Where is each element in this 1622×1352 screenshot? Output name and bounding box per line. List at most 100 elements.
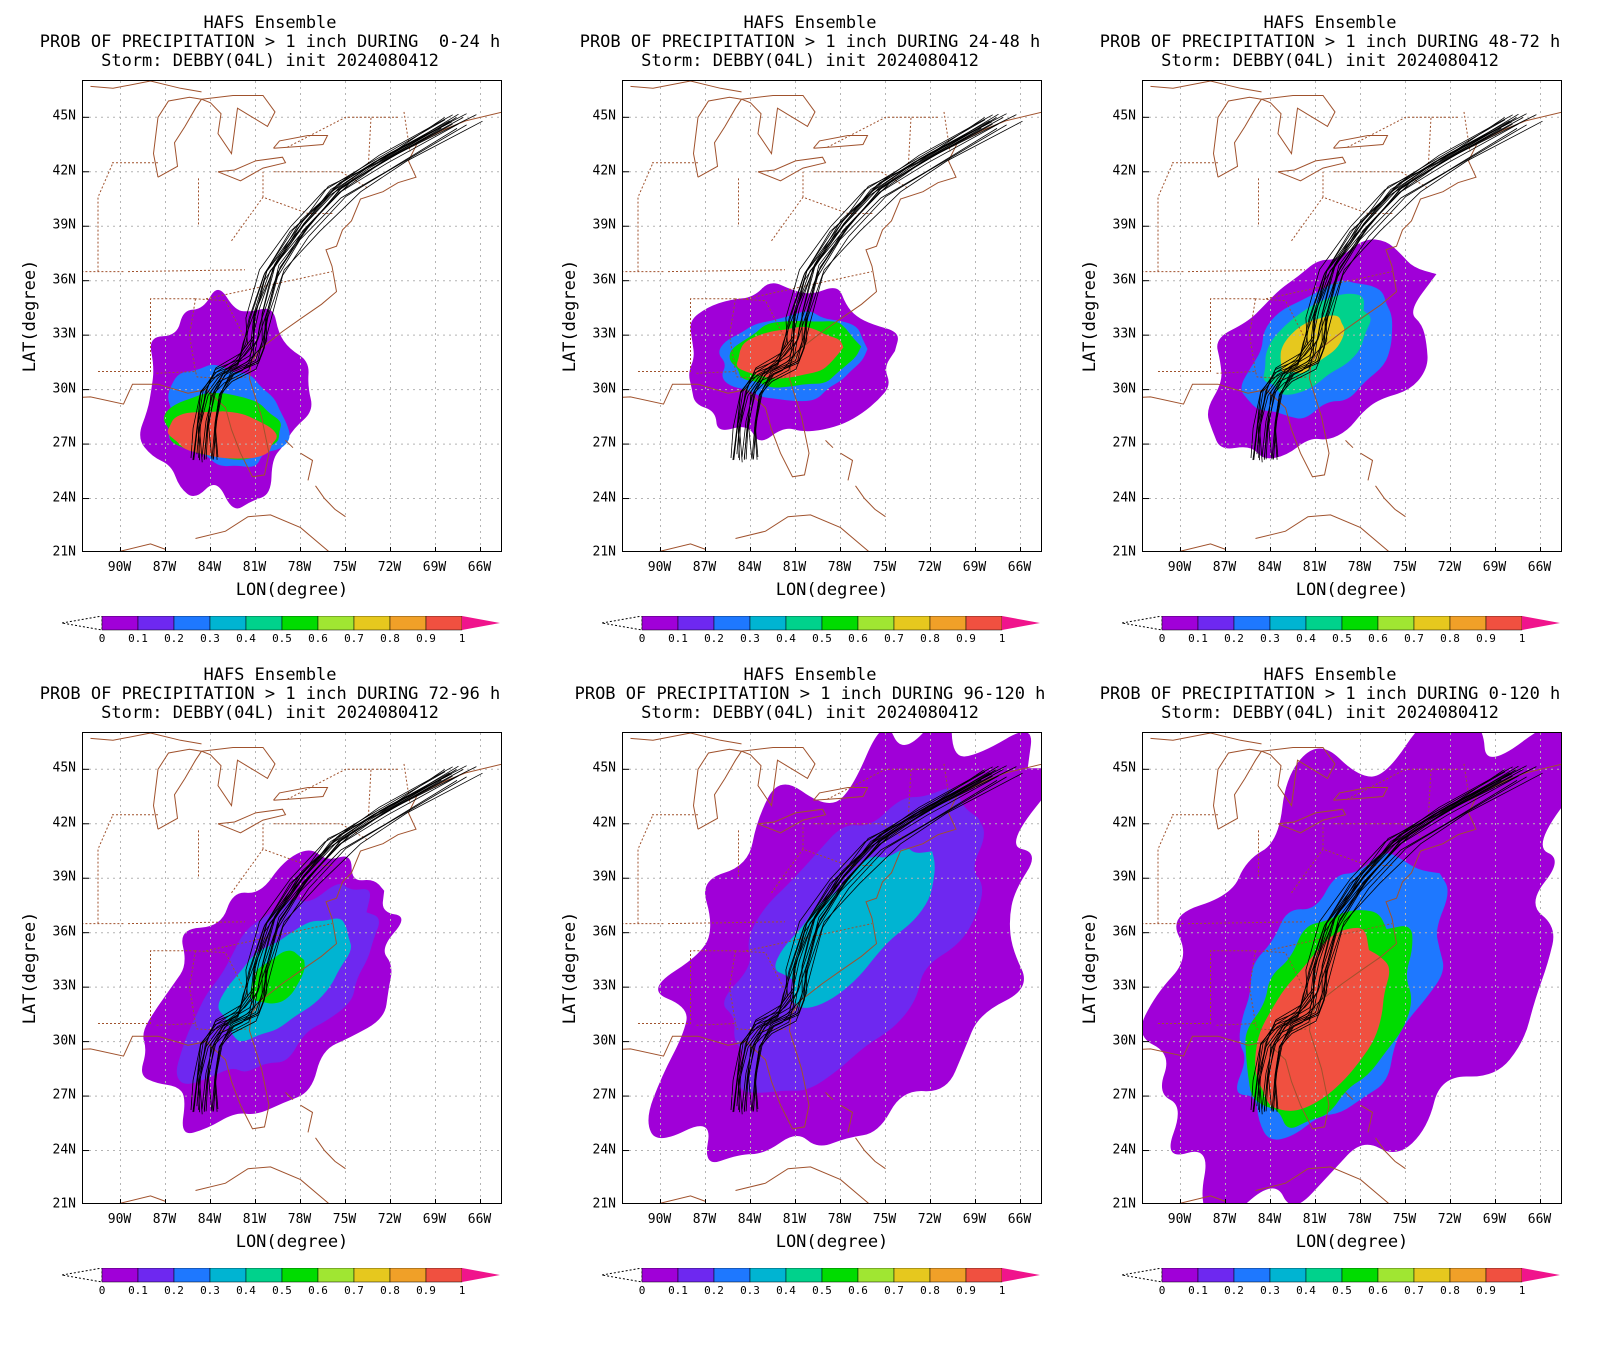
coastline	[273, 787, 329, 801]
panel-title2: PROB OF PRECIPITATION > 1 inch DURING 24…	[579, 32, 1041, 52]
lat-tick-label: 36N	[592, 272, 616, 288]
colorbar-segment	[173, 616, 211, 631]
panel-title1: HAFS Ensemble	[1263, 13, 1397, 33]
lat-tick-label: 42N	[1112, 815, 1136, 831]
ensemble-track	[1265, 120, 1543, 460]
panel-titles: HAFS Ensemble PROB OF PRECIPITATION > 1 i…	[540, 666, 1080, 723]
map-panel-24-48: HAFS Ensemble PROB OF PRECIPITATION > 1 i…	[540, 0, 1080, 676]
colorbar-under-arrow	[1122, 616, 1163, 631]
lon-tick-label: 84W	[1257, 1212, 1282, 1227]
lon-tick-label: 81W	[242, 560, 267, 575]
state-border	[1333, 823, 1429, 841]
colorbar-label: 0.6	[848, 632, 868, 645]
map-area	[622, 732, 1042, 1204]
ensemble-track	[1259, 780, 1518, 1115]
ensemble-track	[205, 772, 483, 1112]
coastline	[315, 1137, 346, 1170]
state-border	[127, 921, 246, 925]
lon-tick-label: 75W	[872, 1212, 897, 1227]
state-border	[1345, 768, 1458, 801]
colorbar-segment	[821, 616, 859, 631]
colorbar-label: 0.7	[884, 1284, 904, 1297]
colorbar-segment	[245, 1268, 283, 1283]
lon-tick-label: 72W	[377, 1212, 402, 1227]
colorbar-segment	[1197, 616, 1235, 631]
y-axis-label: LAT(degree)	[560, 259, 580, 373]
map-svg	[1143, 733, 1561, 1203]
ensemble-track	[1273, 769, 1524, 1112]
lon-tick-label: 75W	[332, 1212, 357, 1227]
colorbar-label: 0.9	[1476, 632, 1496, 645]
x-axis-label: LON(degree)	[235, 580, 349, 600]
colorbar-over-arrow	[462, 1268, 500, 1282]
ensemble-track	[198, 765, 459, 1110]
colorbar-segment	[281, 616, 319, 631]
colorbar-segment	[173, 1268, 211, 1283]
colorbar-label: 0.8	[920, 1284, 940, 1297]
lat-tick-label: 27N	[1112, 435, 1136, 451]
state-border	[813, 823, 909, 841]
state-border	[98, 298, 196, 372]
colorbar-label: 0.5	[272, 1284, 292, 1297]
state-border	[285, 768, 398, 801]
colorbar-label: 0.6	[1368, 1284, 1388, 1297]
colorbar	[62, 616, 500, 631]
coastline	[757, 156, 827, 182]
colorbar-segment	[317, 1268, 355, 1283]
panel-title3: Storm: DEBBY(04L) init 2024080412	[641, 51, 979, 71]
colorbar-label: 0.2	[1224, 632, 1244, 645]
coastline	[692, 748, 743, 830]
lat-tick-label: 21N	[52, 1196, 76, 1212]
coastline	[813, 135, 869, 149]
lon-tick-label: 72W	[917, 560, 942, 575]
lat-tick-label: 36N	[592, 924, 616, 940]
lon-tick-label: 69W	[1482, 1212, 1507, 1227]
lat-tick-label: 30N	[1112, 381, 1136, 397]
colorbar-segment	[893, 1268, 931, 1283]
lon-tick-label: 75W	[1392, 1212, 1417, 1227]
colorbar-segment	[821, 1268, 859, 1283]
colorbar-label: 0.3	[740, 1284, 760, 1297]
map-panel-0-120: HAFS Ensemble PROB OF PRECIPITATION > 1 i…	[1060, 652, 1600, 1328]
coastline	[659, 1195, 706, 1203]
state-border	[273, 171, 369, 189]
state-border	[667, 921, 786, 925]
lon-tick-label: 87W	[692, 560, 717, 575]
lat-tick-label: 24N	[1112, 1142, 1136, 1158]
colorbar-segment	[929, 1268, 967, 1283]
state-border	[231, 848, 334, 894]
y-axis-label: LAT(degree)	[20, 259, 40, 373]
coastline	[741, 95, 816, 155]
colorbar-label: 0	[638, 632, 646, 645]
lat-tick-label: 33N	[52, 326, 76, 342]
colorbar-label: 0.7	[1404, 632, 1424, 645]
lon-tick-label: 75W	[332, 560, 357, 575]
colorbar-segment	[893, 616, 931, 631]
panel-title3: Storm: DEBBY(04L) init 2024080412	[101, 703, 439, 723]
state-border	[638, 950, 736, 1024]
ensemble-track	[745, 120, 1023, 460]
colorbar-segment	[1269, 1268, 1307, 1283]
lat-tick-label: 42N	[1112, 163, 1136, 179]
colorbar-segment	[677, 616, 715, 631]
colorbar-label: 0.7	[1404, 1284, 1424, 1297]
lon-tick-label: 84W	[1257, 560, 1282, 575]
map-svg	[83, 81, 501, 551]
lat-tick-label: 21N	[592, 544, 616, 560]
ensemble-track	[1253, 771, 1506, 1112]
colorbar-segment	[425, 616, 463, 631]
lon-tick-label: 87W	[1212, 1212, 1237, 1227]
colorbar-label: 0.9	[416, 632, 436, 645]
colorbar-segment	[677, 1268, 715, 1283]
coastline	[741, 747, 816, 807]
ensemble-track	[1274, 769, 1517, 1110]
colorbar-label: 0.7	[344, 1284, 364, 1297]
state-border	[728, 298, 736, 372]
lat-tick-label: 33N	[592, 326, 616, 342]
panel-titles: HAFS Ensemble PROB OF PRECIPITATION > 1 i…	[540, 14, 1080, 71]
lat-tick-label: 21N	[592, 1196, 616, 1212]
state-border	[1333, 171, 1429, 189]
lon-tick-label: 72W	[1437, 560, 1462, 575]
coastline	[757, 808, 827, 834]
state-border	[638, 298, 736, 372]
